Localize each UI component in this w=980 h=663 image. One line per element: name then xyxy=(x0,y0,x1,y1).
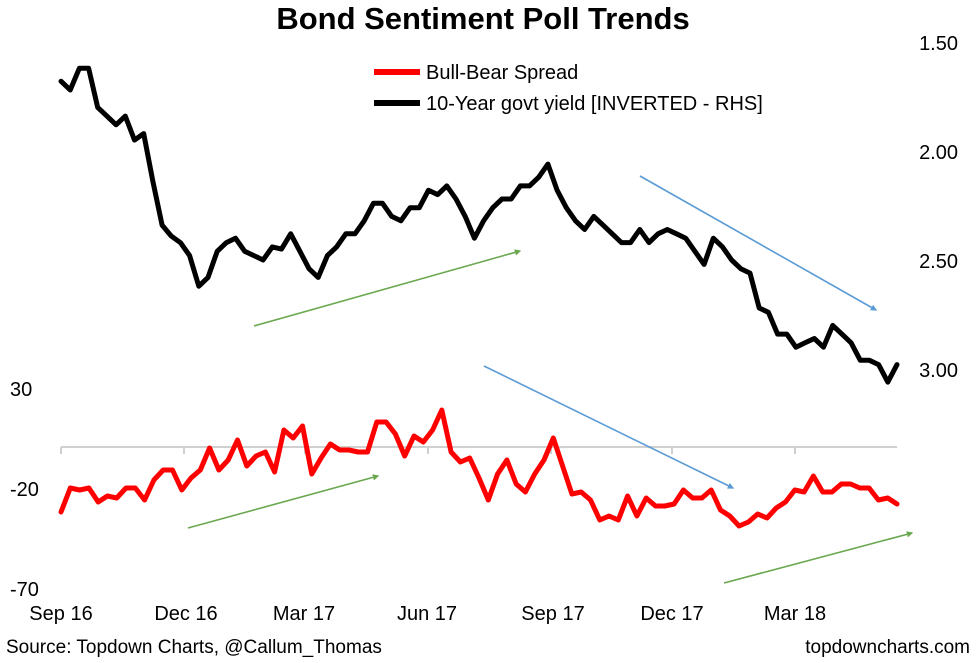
trend-arrow-up-icon xyxy=(187,474,380,529)
right-axis: 1.50 2.00 2.50 3.00 xyxy=(919,33,958,382)
x-tick-label: Jun 17 xyxy=(397,603,457,625)
legend-label-bull-bear: Bull-Bear Spread xyxy=(426,62,578,84)
trend-arrow-up-icon xyxy=(253,249,522,327)
left-axis: 30 -20 -70 xyxy=(10,379,39,601)
left-tick-label: -20 xyxy=(10,479,39,501)
baseline xyxy=(60,446,897,454)
series-line-bull-bear xyxy=(58,407,900,529)
trend-arrows xyxy=(187,175,914,584)
left-tick-label: -70 xyxy=(10,579,39,601)
left-tick-label: 30 xyxy=(10,379,32,401)
chart-title: Bond Sentiment Poll Trends xyxy=(276,1,689,36)
x-tick-label: Dec 16 xyxy=(154,603,217,625)
x-axis: Sep 16 Dec 16 Mar 17 Jun 17 Sep 17 Dec 1… xyxy=(29,603,826,625)
trend-arrow-down-icon xyxy=(639,175,878,311)
legend: Bull-Bear Spread 10-Year govt yield [INV… xyxy=(374,62,763,115)
x-tick-label: Mar 17 xyxy=(273,603,335,625)
x-tick-label: Sep 17 xyxy=(521,603,584,625)
trend-arrow-down-icon xyxy=(483,365,735,489)
site-credit: topdowncharts.com xyxy=(805,637,970,658)
x-tick-label: Mar 18 xyxy=(764,603,826,625)
right-tick-label: 2.00 xyxy=(919,142,958,164)
right-tick-label: 3.00 xyxy=(919,360,958,382)
trend-arrow-up-icon xyxy=(723,531,914,584)
right-tick-label: 2.50 xyxy=(919,251,958,273)
x-tick-label: Sep 16 xyxy=(29,603,92,625)
source-note: Source: Topdown Charts, @Callum_Thomas xyxy=(6,637,382,658)
x-tick-label: Dec 17 xyxy=(640,603,703,625)
series-line-yield xyxy=(58,65,900,385)
legend-label-yield: 10-Year govt yield [INVERTED - RHS] xyxy=(426,93,763,115)
right-tick-label: 1.50 xyxy=(919,33,958,55)
